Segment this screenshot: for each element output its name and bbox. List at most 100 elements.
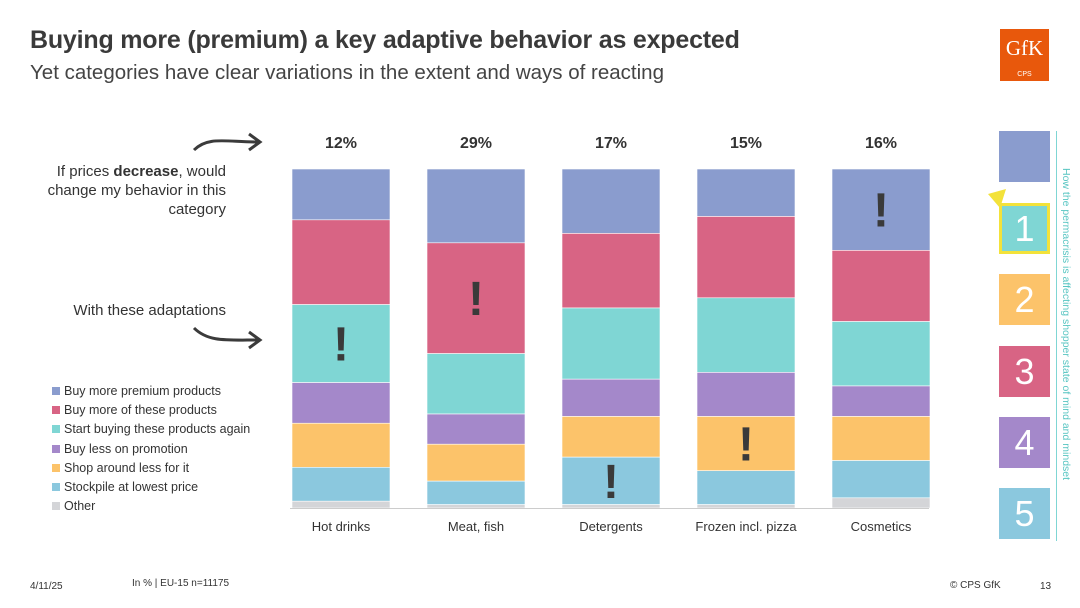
- bar-segment: [291, 219, 391, 305]
- bar-segment: [696, 504, 796, 509]
- bar-segment: [696, 372, 796, 417]
- side-box: 5: [999, 488, 1050, 539]
- bar-segment: [561, 307, 661, 380]
- legend-label: Shop around less for it: [64, 460, 190, 475]
- bar-segment: [291, 168, 391, 221]
- legend-swatch: [52, 444, 60, 453]
- decrease-label: If prices decrease, would change my beha…: [40, 162, 226, 219]
- side-caption-text: How the permacrisis is affecting shopper…: [1060, 168, 1072, 481]
- arrow-icon: [192, 132, 263, 152]
- legend-item: Other: [52, 497, 250, 516]
- bar-segment: [426, 504, 526, 509]
- category-label: Cosmetics: [851, 519, 912, 534]
- callout-mark: !: [738, 419, 754, 472]
- page-title: Buying more (premium) a key adaptive beh…: [30, 26, 740, 54]
- category-label: Meat, fish: [448, 519, 504, 534]
- top-value-label: 15%: [730, 135, 762, 152]
- bar-segment: [291, 382, 391, 424]
- decrease-bold: decrease: [113, 163, 179, 180]
- legend-swatch: [52, 386, 60, 395]
- bar-segment: [831, 250, 931, 322]
- bar-segment: [831, 385, 931, 417]
- legend-item: Buy more premium products: [52, 381, 250, 400]
- pointer-icon: [988, 189, 1006, 208]
- category-label: Hot drinks: [312, 519, 371, 534]
- bar-segment: [426, 413, 526, 445]
- bar-segment: [426, 353, 526, 415]
- bar-segment: [696, 470, 796, 505]
- chart-legend: Buy more premium products Buy more of the…: [52, 381, 250, 516]
- side-box: 1: [999, 203, 1050, 254]
- legend-label: Stockpile at lowest price: [64, 480, 199, 495]
- bar-segment: [291, 422, 391, 468]
- top-value-label: 29%: [460, 135, 492, 152]
- side-box: [999, 131, 1050, 182]
- callout-mark: !: [873, 185, 889, 238]
- gfk-logo: GfK CPS: [1000, 29, 1049, 81]
- bar-segment: [831, 416, 931, 461]
- bar-segment: [426, 443, 526, 482]
- bar-segment: [696, 168, 796, 217]
- bar-segment: [831, 460, 931, 499]
- side-caption: How the permacrisis is affecting shopper…: [1058, 168, 1072, 538]
- legend-label: Buy more premium products: [64, 383, 222, 398]
- legend-label: Other: [64, 499, 96, 514]
- top-value-label: 17%: [595, 135, 627, 152]
- category-label: Frozen incl. pizza: [695, 519, 797, 534]
- bar-segment: [561, 233, 661, 309]
- bar-segment: [561, 504, 661, 509]
- bar-segment: [426, 168, 526, 244]
- bar-segment: [831, 321, 931, 387]
- logo-subtext: CPS: [1017, 71, 1032, 78]
- legend-item: Buy more of these products: [52, 400, 250, 419]
- bar-segment: [831, 497, 931, 509]
- legend-item: Stockpile at lowest price: [52, 477, 250, 496]
- bar-segment: [561, 378, 661, 417]
- legend-swatch: [52, 425, 60, 434]
- logo-text: GfK: [1005, 36, 1044, 60]
- legend-swatch: [52, 405, 60, 414]
- bar-segment: [291, 467, 391, 502]
- decrease-suffix: , would change my behavior in this categ…: [47, 163, 226, 218]
- bar-segment: [561, 168, 661, 234]
- category-label: Detergents: [579, 519, 643, 534]
- side-box: 3: [999, 346, 1050, 397]
- top-value-label: 16%: [865, 135, 897, 152]
- legend-label: Buy more of these products: [64, 402, 217, 417]
- bar-segment: [426, 242, 526, 354]
- bar-segment: [561, 416, 661, 458]
- bar-segment: [696, 416, 796, 472]
- bar-segment: [561, 456, 661, 505]
- footer-note: In % | EU-15 n=11175: [132, 578, 230, 589]
- legend-label: Start buying these products again: [64, 422, 251, 437]
- bar-segment: [696, 216, 796, 299]
- bar-segment: [426, 480, 526, 505]
- stacked-bar-chart: 12% Hot drinks! 29% Meat, fish! 17% Detergent…: [291, 135, 931, 534]
- arrow-icon: [192, 326, 263, 350]
- legend-label: Buy less on promotion: [64, 441, 188, 456]
- decrease-prefix: If prices: [56, 163, 114, 180]
- bar-segment: [696, 297, 796, 373]
- callout-mark: !: [468, 273, 484, 326]
- page-subtitle: Yet categories have clear variations in …: [30, 61, 664, 84]
- bar-segment: [291, 500, 391, 509]
- bar-segment: [291, 304, 391, 383]
- legend-swatch: [52, 502, 60, 511]
- legend-item: Shop around less for it: [52, 458, 250, 477]
- page-number: 13: [1040, 581, 1052, 592]
- adaptations-label: With these adaptations: [73, 302, 226, 319]
- legend-swatch: [52, 483, 60, 492]
- legend-item: Start buying these products again: [52, 420, 250, 439]
- side-box: 2: [999, 274, 1050, 325]
- side-box: 4: [999, 417, 1050, 468]
- callout-mark: !: [603, 456, 619, 509]
- footer-copyright: © CPS GfK: [950, 580, 1001, 591]
- bar-segment: [831, 168, 931, 251]
- legend-item: Buy less on promotion: [52, 439, 250, 458]
- top-value-label: 12%: [325, 135, 357, 152]
- callout-mark: !: [333, 319, 349, 372]
- axis-line: [290, 508, 929, 509]
- footer-date: 4/11/25: [30, 581, 63, 592]
- side-divider: [1056, 131, 1057, 541]
- legend-swatch: [52, 463, 60, 472]
